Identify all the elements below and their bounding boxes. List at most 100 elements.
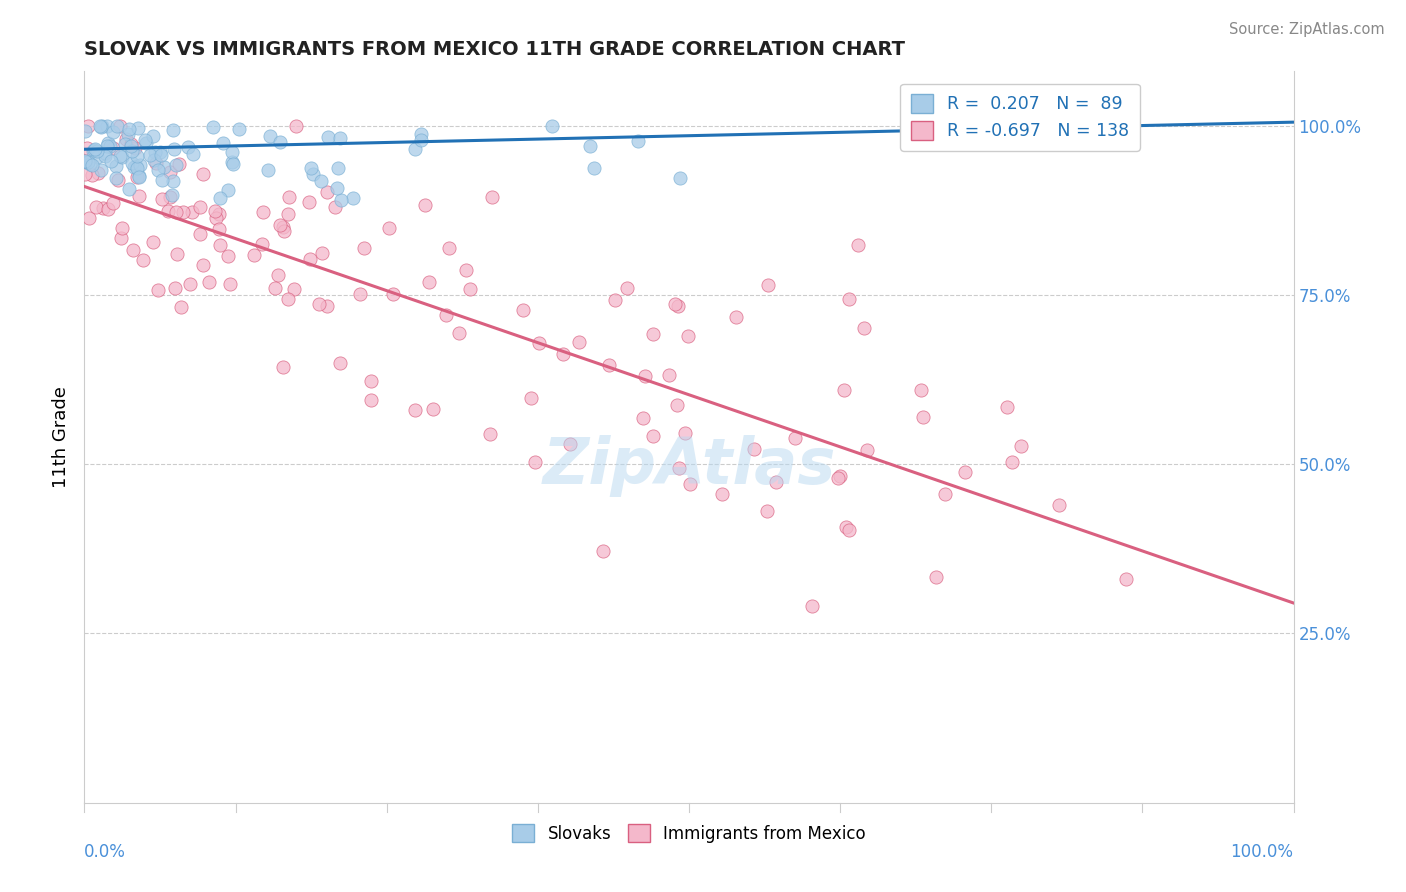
Point <box>143 145 166 159</box>
Point <box>523 455 546 469</box>
Point <box>127 120 149 135</box>
Point <box>120 136 142 151</box>
Point <box>128 188 150 202</box>
Point <box>117 128 139 142</box>
Point <box>912 410 935 425</box>
Point <box>127 161 149 175</box>
Point <box>326 180 349 194</box>
Point <box>447 326 470 340</box>
Point <box>631 411 654 425</box>
Point <box>995 400 1018 414</box>
Text: Source: ZipAtlas.com: Source: ZipAtlas.com <box>1229 22 1385 37</box>
Point <box>925 569 948 583</box>
Point <box>160 188 183 202</box>
Point <box>146 283 169 297</box>
Point <box>188 200 211 214</box>
Point <box>710 487 733 501</box>
Point <box>121 145 143 159</box>
Point <box>830 469 852 483</box>
Point <box>87 166 110 180</box>
Point <box>411 133 433 147</box>
Point <box>208 191 231 205</box>
Point <box>219 277 242 292</box>
Point <box>725 310 748 324</box>
Point <box>118 182 141 196</box>
Point <box>217 183 239 197</box>
Point <box>76 155 98 169</box>
Point <box>783 431 806 445</box>
Point <box>193 167 215 181</box>
Point <box>198 275 221 289</box>
Point <box>84 142 107 156</box>
Point <box>560 436 582 450</box>
Point <box>166 204 188 219</box>
Point <box>165 281 187 295</box>
Point <box>328 161 350 175</box>
Point <box>318 129 340 144</box>
Point <box>273 224 295 238</box>
Point <box>150 173 173 187</box>
Point <box>139 148 162 162</box>
Point <box>668 461 690 475</box>
Point <box>835 520 858 534</box>
Point <box>188 227 211 242</box>
Point <box>283 282 305 296</box>
Point <box>299 161 322 175</box>
Point <box>302 167 325 181</box>
Point <box>98 139 121 153</box>
Point <box>627 134 650 148</box>
Point <box>349 287 371 301</box>
Point <box>162 122 184 136</box>
Point <box>217 249 239 263</box>
Legend: Slovaks, Immigrants from Mexico: Slovaks, Immigrants from Mexico <box>506 817 872 849</box>
Point <box>111 221 134 235</box>
Point <box>481 190 503 204</box>
Point <box>1115 573 1137 587</box>
Point <box>329 130 352 145</box>
Point <box>765 475 787 489</box>
Point <box>252 205 274 219</box>
Point <box>97 136 120 150</box>
Point <box>520 391 543 405</box>
Point <box>665 398 688 412</box>
Point <box>221 155 243 169</box>
Point <box>142 235 165 249</box>
Point <box>103 125 125 139</box>
Point <box>73 124 96 138</box>
Point <box>90 120 112 135</box>
Point <box>409 127 432 141</box>
Point <box>104 171 127 186</box>
Point <box>413 198 436 212</box>
Point <box>162 174 184 188</box>
Point <box>910 383 932 397</box>
Point <box>434 309 457 323</box>
Point <box>592 544 614 558</box>
Point <box>309 174 332 188</box>
Point <box>437 241 460 255</box>
Point <box>582 161 605 175</box>
Point <box>89 119 111 133</box>
Point <box>271 220 294 235</box>
Point <box>83 143 105 157</box>
Point <box>679 476 702 491</box>
Point <box>114 136 136 151</box>
Point <box>114 132 136 146</box>
Point <box>669 170 692 185</box>
Point <box>80 159 103 173</box>
Point <box>353 241 375 255</box>
Point <box>170 301 193 315</box>
Point <box>664 296 686 310</box>
Point <box>152 160 174 174</box>
Point <box>271 359 294 374</box>
Point <box>103 141 125 155</box>
Point <box>418 275 440 289</box>
Point <box>209 238 232 252</box>
Point <box>377 221 399 235</box>
Point <box>86 144 108 158</box>
Point <box>142 128 165 143</box>
Point <box>132 252 155 267</box>
Point <box>149 145 172 160</box>
Point <box>82 144 104 158</box>
Point <box>277 292 299 306</box>
Point <box>568 335 591 350</box>
